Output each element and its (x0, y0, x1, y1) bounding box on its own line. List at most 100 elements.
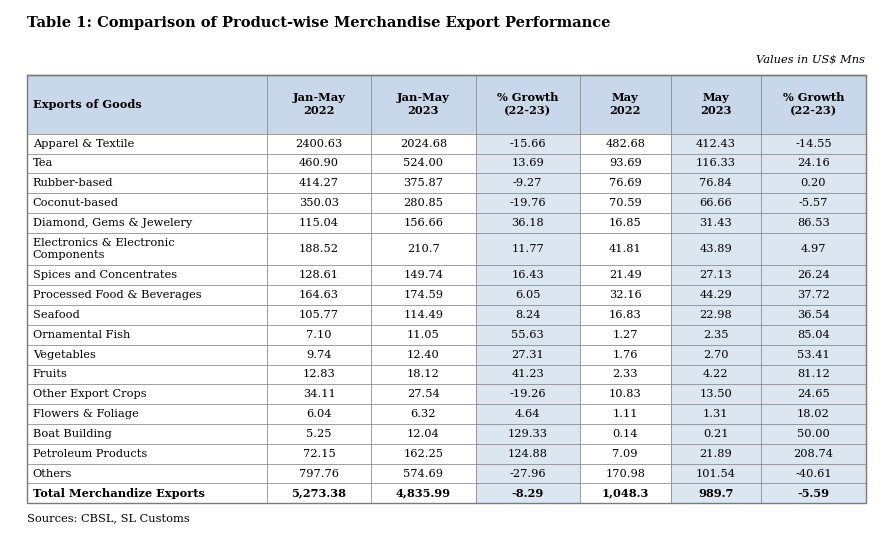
Bar (27, 75, 267, 134)
Text: -5.57: -5.57 (798, 198, 828, 208)
Bar (671, 404, 761, 424)
Text: 2.70: 2.70 (703, 350, 728, 360)
Text: 4.22: 4.22 (703, 369, 728, 380)
Text: -8.29: -8.29 (512, 488, 543, 499)
Text: 156.66: 156.66 (404, 218, 443, 228)
Text: 115.04: 115.04 (299, 218, 339, 228)
Text: Spices and Concentrates: Spices and Concentrates (33, 271, 177, 280)
Text: 1.76: 1.76 (612, 350, 638, 360)
Text: 797.76: 797.76 (299, 469, 339, 478)
Text: Other Export Crops: Other Export Crops (33, 389, 146, 399)
Bar (580, 483, 671, 503)
Bar (475, 444, 580, 464)
Bar (267, 483, 371, 503)
Text: 41.23: 41.23 (512, 369, 544, 380)
Bar (371, 483, 475, 503)
Text: 66.66: 66.66 (699, 198, 732, 208)
Text: % Growth
(22-23): % Growth (22-23) (496, 92, 558, 116)
Text: 16.83: 16.83 (609, 310, 642, 320)
Bar (27, 345, 267, 364)
Bar (475, 325, 580, 345)
Text: Table 1: Comparison of Product-wise Merchandise Export Performance: Table 1: Comparison of Product-wise Merc… (27, 16, 610, 30)
Bar (580, 404, 671, 424)
Bar (267, 424, 371, 444)
Bar (267, 464, 371, 483)
Text: 21.49: 21.49 (609, 271, 642, 280)
Text: 27.31: 27.31 (512, 350, 544, 360)
Bar (371, 364, 475, 384)
Bar (580, 266, 671, 285)
Text: 124.88: 124.88 (508, 449, 548, 459)
Text: Flowers & Foliage: Flowers & Foliage (33, 409, 138, 419)
Bar (371, 345, 475, 364)
Bar (27, 153, 267, 173)
Text: Fruits: Fruits (33, 369, 67, 380)
Bar (267, 213, 371, 233)
Text: Jan-May
2022: Jan-May 2022 (293, 92, 345, 116)
Text: Vegetables: Vegetables (33, 350, 96, 360)
Text: 574.69: 574.69 (404, 469, 443, 478)
Bar (475, 75, 580, 134)
Text: 375.87: 375.87 (404, 178, 443, 188)
Bar (371, 464, 475, 483)
Bar (27, 305, 267, 325)
Bar (580, 345, 671, 364)
Bar (671, 153, 761, 173)
Bar (371, 233, 475, 266)
Bar (27, 266, 267, 285)
Text: 27.13: 27.13 (699, 271, 732, 280)
Bar (671, 483, 761, 503)
Bar (267, 153, 371, 173)
Text: 7.10: 7.10 (306, 330, 332, 340)
Bar (761, 384, 866, 404)
Text: 16.85: 16.85 (609, 218, 642, 228)
Text: May
2023: May 2023 (700, 92, 732, 116)
Text: 170.98: 170.98 (605, 469, 645, 478)
Text: -19.26: -19.26 (510, 389, 546, 399)
Text: 26.24: 26.24 (797, 271, 830, 280)
Text: 21.89: 21.89 (699, 449, 732, 459)
Bar (267, 384, 371, 404)
Text: 53.41: 53.41 (797, 350, 830, 360)
Text: 2.35: 2.35 (703, 330, 728, 340)
Bar (27, 424, 267, 444)
Text: 280.85: 280.85 (404, 198, 443, 208)
Text: 31.43: 31.43 (699, 218, 732, 228)
Bar (580, 75, 671, 134)
Bar (580, 305, 671, 325)
Bar (475, 404, 580, 424)
Bar (475, 213, 580, 233)
Text: 22.98: 22.98 (699, 310, 732, 320)
Bar (267, 266, 371, 285)
Text: 460.90: 460.90 (299, 158, 339, 168)
Text: 12.83: 12.83 (303, 369, 335, 380)
Bar (371, 134, 475, 153)
Text: Processed Food & Beverages: Processed Food & Beverages (33, 290, 202, 300)
Text: 13.69: 13.69 (512, 158, 544, 168)
Bar (371, 75, 475, 134)
Bar (580, 444, 671, 464)
Text: 1.27: 1.27 (612, 330, 638, 340)
Bar (267, 404, 371, 424)
Bar (580, 134, 671, 153)
Text: 81.12: 81.12 (797, 369, 830, 380)
Bar (371, 424, 475, 444)
Bar (371, 305, 475, 325)
Text: Others: Others (33, 469, 72, 478)
Bar (371, 213, 475, 233)
Bar (371, 444, 475, 464)
Bar (475, 345, 580, 364)
Bar (475, 384, 580, 404)
Text: 76.69: 76.69 (609, 178, 642, 188)
Bar (27, 213, 267, 233)
Bar (580, 153, 671, 173)
Text: 989.7: 989.7 (698, 488, 734, 499)
Text: 1,048.3: 1,048.3 (602, 488, 649, 499)
Bar (371, 325, 475, 345)
Text: Tea: Tea (33, 158, 53, 168)
Text: Total Merchandize Exports: Total Merchandize Exports (33, 488, 204, 499)
Bar (371, 384, 475, 404)
Bar (580, 424, 671, 444)
Text: Seafood: Seafood (33, 310, 80, 320)
Text: Ornamental Fish: Ornamental Fish (33, 330, 130, 340)
